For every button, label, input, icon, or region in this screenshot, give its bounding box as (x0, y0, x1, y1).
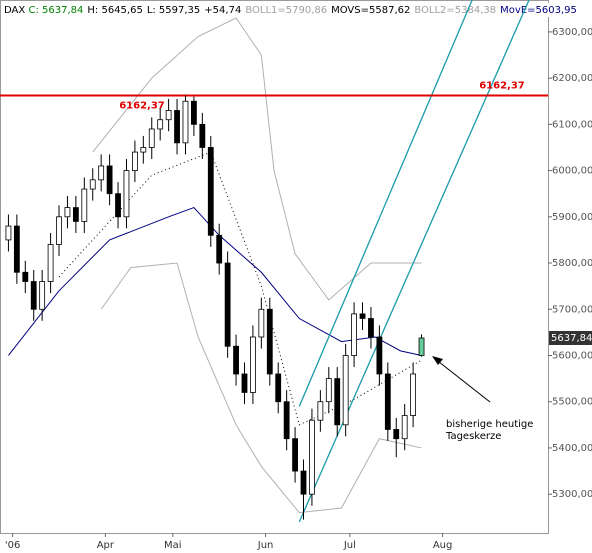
header-bg (2, 3, 550, 17)
candle-body (351, 313, 357, 356)
candle-body (418, 337, 425, 356)
header-item: BOLL1=5790,86 (245, 5, 327, 16)
candle-body (376, 336, 383, 375)
header-text: DAX C: 5637,84 H: 5645,65 L: 5597,35 +54,74 B… (4, 5, 577, 16)
candle-body (148, 128, 155, 148)
candle-body (216, 234, 223, 264)
candle-body (191, 100, 197, 125)
candle-body (233, 345, 239, 375)
candle-body (106, 165, 113, 195)
indicator-line (58, 151, 422, 426)
indicator-line (298, 0, 473, 407)
candle-body (115, 193, 121, 218)
resistance-label: 6162,37 (119, 101, 165, 112)
x-tick-label: '06 (5, 540, 20, 551)
annotation-line: bisherige heutige (446, 419, 533, 430)
candle-body (13, 225, 20, 273)
header: DAX C: 5637,84 H: 5645,65 L: 5597,35 +54,74 B… (2, 3, 577, 17)
candle-body (131, 151, 138, 171)
y-tick-label: 5600,00 (552, 350, 592, 361)
candle-body (64, 207, 71, 218)
candle-body (182, 100, 189, 144)
candle-body (359, 313, 366, 319)
candle-body (224, 262, 231, 347)
candle-body (123, 170, 130, 218)
candle-body (250, 336, 256, 393)
candle-body (72, 207, 79, 222)
indicator-line (100, 262, 422, 514)
plot-frame (0, 0, 549, 534)
y-tick-label: 5700,00 (552, 304, 592, 315)
candle-body (140, 147, 147, 153)
y-tick-label: 5500,00 (552, 397, 592, 408)
candle-body (39, 281, 46, 310)
candle-body (342, 355, 349, 426)
x-tick-label: Aug (433, 540, 453, 551)
x-tick-label: Jun (257, 540, 274, 551)
candle-body (30, 281, 37, 310)
y-tick-label: 5800,00 (552, 258, 592, 269)
header-item: C: 5637,84 (29, 5, 84, 16)
header-item: DAX (4, 5, 25, 16)
candle-body (258, 308, 265, 338)
candle-body (56, 216, 62, 245)
x-tick-label: Jul (343, 540, 356, 551)
y-tick-label: 6300,00 (552, 27, 592, 38)
candle-body (89, 179, 96, 190)
candle-body (47, 244, 54, 282)
candle-body (174, 110, 180, 144)
candle-body (334, 378, 341, 426)
x-tick-label: Apr (97, 540, 115, 551)
candle-body (300, 470, 307, 495)
y-tick-label: 5900,00 (552, 212, 592, 223)
candle-body (401, 415, 408, 440)
y-tick-label: 6100,00 (552, 119, 592, 130)
candle-body (199, 123, 206, 148)
y-tick-label: 6200,00 (552, 73, 592, 84)
arrow-head (432, 356, 443, 365)
candle-body (207, 147, 214, 236)
candle-body (81, 188, 88, 222)
y-tick-label: 6000,00 (552, 166, 592, 177)
y-tick-label: 5300,00 (552, 489, 592, 500)
candle-body (393, 429, 400, 440)
candle-body (325, 378, 332, 403)
candle-body (309, 419, 315, 495)
last-price-label: 5637,84 (551, 333, 592, 344)
candle-body (157, 119, 164, 130)
candle-body (275, 373, 282, 403)
annotation-line: Tageskerze (445, 431, 501, 442)
candle-body (5, 225, 12, 241)
candle-body (368, 318, 374, 338)
header-item: MOVS=5587,62 (331, 5, 410, 16)
candle-body (165, 110, 172, 121)
candle-body (283, 401, 290, 440)
candle-body (292, 438, 298, 472)
candle-body (384, 373, 391, 430)
annotation-arrow (433, 357, 491, 403)
candle-body (22, 271, 29, 282)
x-tick-label: Mai (164, 540, 182, 551)
annotation: bisherige heutige Tageskerze (445, 419, 533, 442)
last-price-box (549, 330, 592, 345)
y-tick-label: 5400,00 (552, 443, 592, 454)
candle-body (98, 165, 105, 181)
resistance-label: 6162,37 (479, 81, 525, 92)
candle-body (241, 373, 248, 393)
candle-body (410, 373, 417, 416)
header-item: MovE=5603,95 (500, 5, 577, 16)
header-item: L: 5597,35 (147, 5, 200, 16)
header-item: H: 5645,65 (87, 5, 142, 16)
header-item: BOLL2=5384,38 (414, 5, 496, 16)
header-item: +54,74 (204, 5, 241, 16)
candle-body (266, 308, 273, 375)
candle-body (317, 401, 324, 421)
indicator-line (92, 17, 422, 301)
